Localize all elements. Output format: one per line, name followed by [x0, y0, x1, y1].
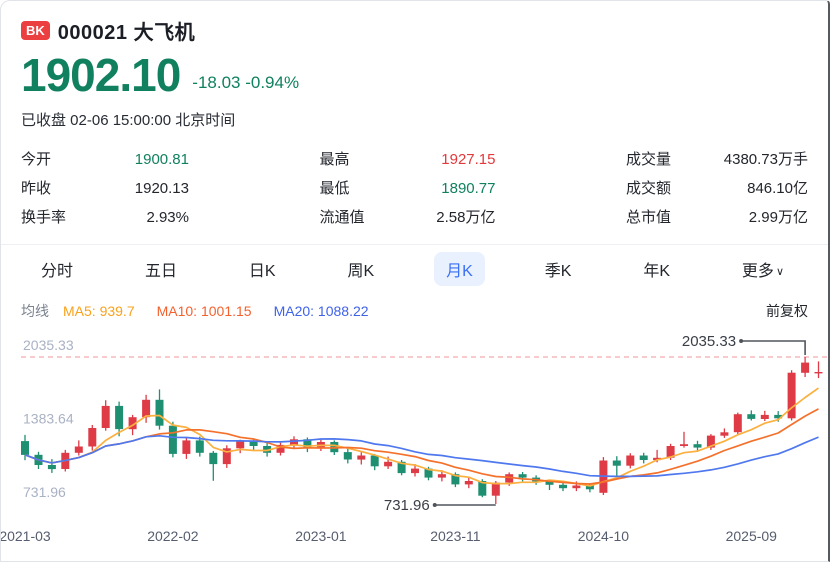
stat-value: 1890.77: [441, 180, 496, 197]
stat-row: 换手率 2.93%: [21, 203, 189, 232]
stat-value: 1920.13: [134, 180, 189, 197]
period-tabs: 分时 五日 日K 周K 月K 季K 年K 更多 ∨: [1, 244, 828, 292]
stat-label: 成交额: [626, 180, 672, 197]
tab-yearly-k[interactable]: 年K: [643, 262, 670, 280]
high-annotation: 2035.33: [682, 334, 806, 355]
ma-legend-ma10: MA10: 1001.15: [156, 303, 252, 319]
svg-text:2035.33: 2035.33: [682, 334, 736, 350]
stat-value: 1927.15: [441, 151, 496, 168]
candlestick-chart[interactable]: 2035.33 1383.64 731.96 2021-03 2022-02 2023-0…: [1, 334, 828, 560]
stats-column: 今开 1900.81 昨收 1920.13 换手率 2.93%: [21, 145, 189, 232]
tab-quarterly-k[interactable]: 季K: [544, 262, 572, 280]
chevron-down-icon: ∨: [775, 265, 784, 278]
x-axis-label: 2022-02: [147, 528, 199, 544]
y-axis-label: 2035.33: [23, 337, 74, 353]
market-status: 已收盘 02-06 15:00:00 北京时间: [21, 112, 236, 129]
stats-grid: 今开 1900.81 昨收 1920.13 换手率 2.93% 最高 1927.15 最低 189…: [1, 145, 828, 232]
tab-five-day[interactable]: 五日: [144, 262, 177, 280]
ma-legend-title: 均线: [21, 303, 49, 319]
y-axis-label: 1383.64: [23, 411, 74, 427]
price-change: -18.03 -0.94%: [192, 73, 299, 101]
current-price: 1902.10: [21, 49, 181, 101]
tab-minute[interactable]: 分时: [41, 262, 74, 280]
stat-value: 2.93%: [146, 209, 189, 226]
stat-row: 最低 1890.77: [320, 174, 496, 203]
stat-row: 总市值 2.99万亿: [626, 203, 808, 232]
stat-label: 今开: [21, 151, 52, 168]
stats-column: 最高 1927.15 最低 1890.77 流通值 2.58万亿: [320, 145, 496, 232]
ma-legend-ma5: MA5: 939.7: [63, 303, 135, 319]
stat-label: 总市值: [626, 209, 672, 226]
adjust-mode-button[interactable]: 前复权: [766, 303, 808, 319]
tab-daily-k[interactable]: 日K: [248, 262, 276, 280]
x-axis-label: 2021-03: [1, 528, 51, 544]
stat-label: 成交量: [626, 151, 672, 168]
stat-value: 2.58万亿: [436, 209, 496, 226]
low-annotation: 731.96: [384, 497, 496, 514]
stat-value: 846.10亿: [747, 180, 808, 197]
ma-legend-row: 均线 MA5: 939.7 MA10: 1001.15 MA20: 1088.22 …: [1, 292, 828, 330]
stat-row: 成交量 4380.73万手: [626, 145, 808, 174]
svg-text:731.96: 731.96: [384, 497, 430, 514]
stats-column: 成交量 4380.73万手成交额 846.10亿总市值 2.99万亿: [626, 145, 808, 232]
tab-monthly-k[interactable]: 月K: [434, 251, 485, 286]
stat-label: 流通值: [319, 209, 365, 226]
change-amount: -18.03: [192, 73, 241, 92]
x-axis-label: 2025-09: [726, 528, 778, 544]
stat-label: 最低: [319, 180, 350, 197]
stock-title: 000021 大飞机: [57, 21, 196, 44]
ma10-line: [24, 408, 819, 485]
candles-layer: [21, 357, 823, 504]
stat-label: 换手率: [21, 209, 67, 226]
change-percent: -0.94%: [245, 73, 300, 92]
stat-row: 成交额 846.10亿: [626, 174, 808, 203]
stat-row: 今开 1900.81: [21, 145, 189, 174]
quote-header: BK 000021 大飞机 1902.10 -18.03 -0.94% 已收盘 …: [1, 1, 828, 129]
ma20-line: [24, 434, 819, 478]
stat-row: 流通值 2.58万亿: [320, 203, 496, 232]
ma5-line: [24, 387, 819, 487]
tab-more[interactable]: 更多 ∨: [741, 262, 784, 280]
stat-label: 昨收: [21, 180, 52, 197]
ma-legend-items: MA5: 939.7 MA10: 1001.15 MA20: 1088.22: [63, 303, 391, 319]
x-axis-label: 2024-10: [578, 528, 630, 544]
ma-legend-ma20: MA20: 1088.22: [273, 303, 369, 319]
x-axis-label: 2023-01: [295, 528, 347, 544]
stat-value: 2.99万亿: [748, 209, 808, 226]
stat-label: 最高: [319, 151, 350, 168]
stat-row: 昨收 1920.13: [21, 174, 189, 203]
stat-row: 最高 1927.15: [320, 145, 496, 174]
tab-weekly-k[interactable]: 周K: [347, 262, 375, 280]
x-axis-label: 2023-11: [430, 528, 481, 544]
stat-value: 4380.73万手: [723, 151, 808, 168]
y-axis-label: 731.96: [23, 484, 66, 500]
sector-badge: BK: [21, 20, 50, 40]
stat-value: 1900.81: [134, 151, 189, 168]
